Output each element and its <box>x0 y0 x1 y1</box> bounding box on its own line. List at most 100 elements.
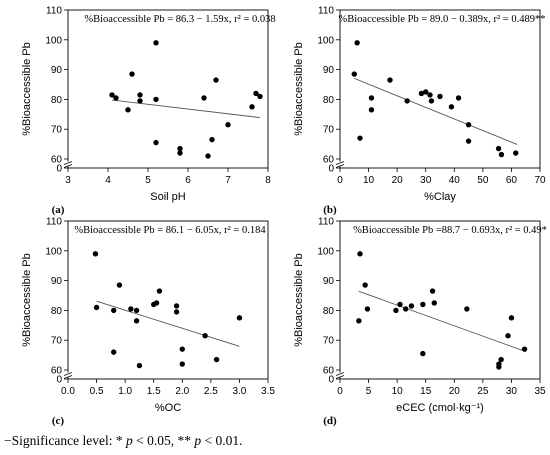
axis-break-gap <box>64 372 72 378</box>
data-point <box>368 107 375 113</box>
x-tick-label: 1.5 <box>147 386 161 397</box>
data-point <box>428 98 435 104</box>
y-tick-label: 70 <box>323 125 335 136</box>
data-point <box>133 318 140 324</box>
plot-frame <box>67 9 269 169</box>
axis-break-mark <box>63 372 73 376</box>
footnote-p1: p <box>125 433 133 448</box>
y-tick-label: 110 <box>46 217 62 228</box>
x-tick-label: 3.5 <box>261 386 275 397</box>
data-point <box>496 364 502 370</box>
data-point <box>362 282 368 288</box>
data-point <box>92 251 99 257</box>
data-point <box>173 309 180 315</box>
data-point <box>109 92 115 98</box>
regression-equation: %Bioaccessible Pb =88.7 − 0.693x, r² = 0… <box>353 225 547 236</box>
data-point <box>455 95 462 101</box>
x-tick-label: 7 <box>225 175 231 186</box>
x-tick-label: 10 <box>363 175 375 186</box>
data-point <box>156 288 163 294</box>
data-point <box>351 71 357 77</box>
x-tick-label: 5 <box>145 175 151 186</box>
data-point <box>209 136 215 143</box>
data-point <box>429 288 436 294</box>
y-tick-label: 70 <box>51 336 63 347</box>
x-tick-label: 2.5 <box>204 386 218 397</box>
y-tick-label: 60 <box>323 366 335 377</box>
y-tick-label: 70 <box>51 125 63 136</box>
y-tick-label: 100 <box>317 246 334 257</box>
data-point <box>116 282 123 288</box>
data-point <box>393 307 399 314</box>
data-point <box>113 95 119 101</box>
trend-line <box>111 99 261 119</box>
data-point <box>418 90 425 97</box>
data-point <box>368 95 375 101</box>
x-tick-label: 30 <box>420 175 432 186</box>
x-axis-label: %Clay <box>424 191 456 203</box>
data-point <box>513 150 519 156</box>
data-point <box>128 306 134 312</box>
y-tick-label: 110 <box>46 6 62 17</box>
data-point <box>153 300 160 306</box>
x-tick-label: 4 <box>105 175 111 186</box>
trend-line <box>358 290 526 353</box>
x-tick-label: 60 <box>506 175 518 186</box>
data-point <box>137 98 143 104</box>
y-tick-label: 80 <box>51 95 63 106</box>
data-point <box>521 346 528 352</box>
x-tick-label: 8 <box>265 175 271 186</box>
axis-break-gap <box>336 161 344 167</box>
data-point <box>423 89 429 95</box>
footnote-lead: −Significance level: * <box>4 433 126 448</box>
data-point <box>403 306 409 312</box>
x-tick-label: 0.5 <box>90 386 104 397</box>
data-point <box>354 40 360 46</box>
y-tick-label: 70 <box>323 336 335 347</box>
y-tick-label: 100 <box>317 35 334 46</box>
axis-break-mark <box>335 161 345 165</box>
data-point <box>137 92 143 98</box>
panel-label: (a) <box>52 204 65 216</box>
data-point <box>364 306 371 312</box>
footnote-tail: < 0.01. <box>201 433 243 448</box>
y-tick-label: 90 <box>51 276 63 287</box>
data-point <box>420 301 426 308</box>
y-tick-label: 90 <box>323 276 335 287</box>
axis-break-gap <box>64 161 72 167</box>
x-tick-label: 40 <box>449 175 461 186</box>
x-tick-label: 10 <box>392 386 404 397</box>
data-point <box>498 151 505 158</box>
x-axis-label: eCEC (cmol·kg⁻¹) <box>396 402 484 414</box>
panel-label: (d) <box>323 415 337 427</box>
y-tick-label: 0 <box>56 164 62 175</box>
data-point <box>236 315 243 321</box>
y-tick-label: 90 <box>323 65 335 76</box>
x-tick-label: 0 <box>337 386 343 397</box>
significance-footnote: −Significance level: * p < 0.05, ** p < … <box>4 433 242 449</box>
data-point <box>179 361 185 367</box>
panel-3: 060 70 80 90 100 110 0 5 10 15 20 25 30 35 eCEC (cmol·… <box>293 217 547 428</box>
data-point <box>225 122 231 128</box>
data-point <box>205 153 211 159</box>
data-point <box>213 77 219 83</box>
x-tick-label: 50 <box>477 175 489 186</box>
x-tick-label: 15 <box>420 386 432 397</box>
data-point <box>153 139 159 146</box>
axis-break-mark <box>335 375 345 379</box>
axis-break-mark <box>335 372 345 376</box>
y-axis-label: %Bioaccessible Pb <box>293 253 305 347</box>
data-point <box>249 104 255 110</box>
y-tick-label: 100 <box>45 35 62 46</box>
y-tick-label: 110 <box>318 6 334 17</box>
x-axis-label: Soil pH <box>150 191 186 203</box>
x-tick-label: 25 <box>477 386 489 397</box>
y-tick-label: 0 <box>56 375 62 386</box>
y-tick-label: 80 <box>323 95 335 106</box>
x-tick-label: 2.0 <box>175 386 189 397</box>
data-point <box>505 333 511 339</box>
y-tick-label: 60 <box>51 155 63 166</box>
panel-0: 060 70 80 90 100 110 3 4 5 6 7 8 Soil pH %Bioaccessib… <box>21 6 276 217</box>
data-point <box>93 304 100 311</box>
data-point <box>177 145 183 152</box>
